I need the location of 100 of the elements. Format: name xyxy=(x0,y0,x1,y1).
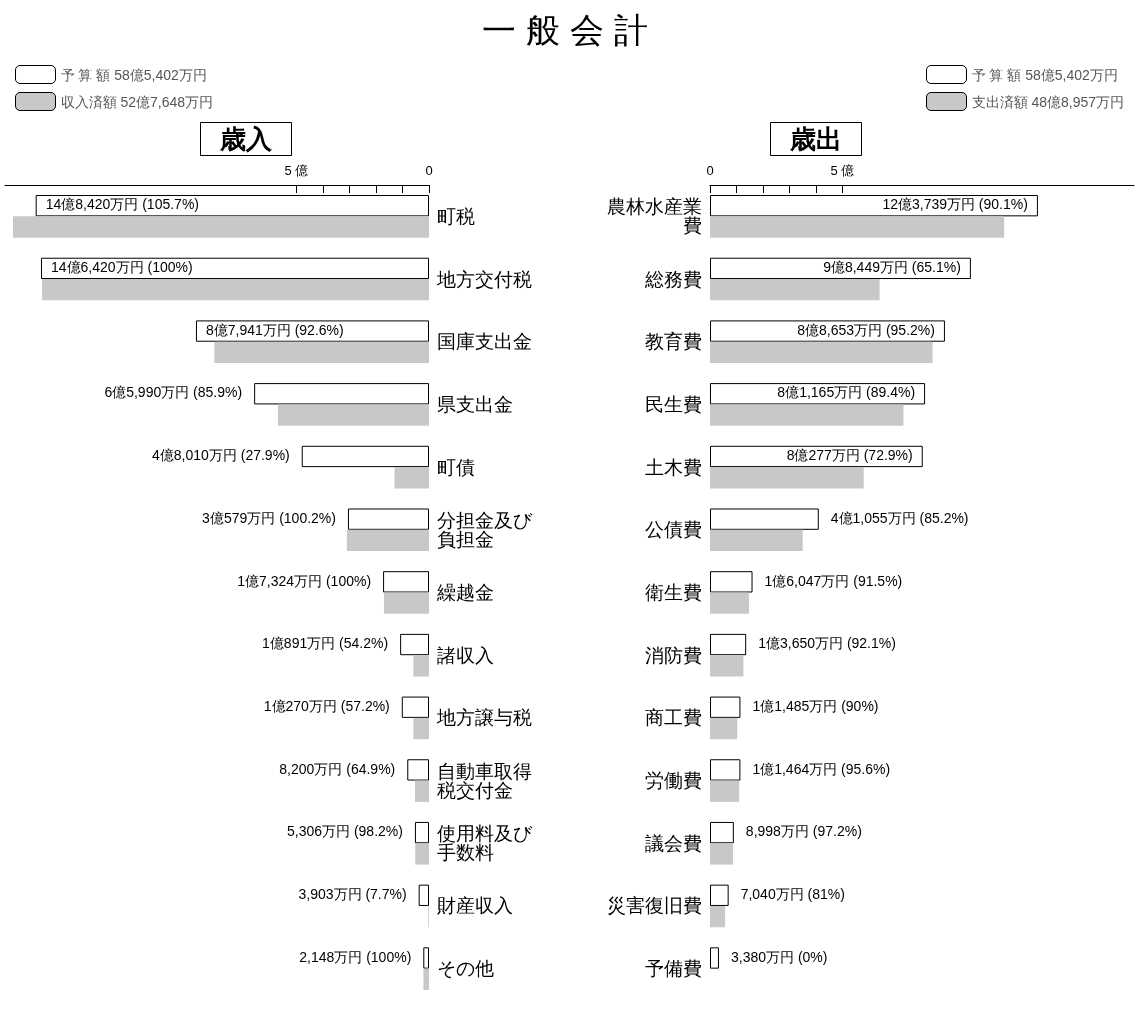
annotation: 14億8,420万円 (105.7%) xyxy=(45,196,199,213)
bar xyxy=(710,759,741,781)
annotation: 8億7,941万円 (92.6%) xyxy=(205,321,344,338)
y-tick-label: 衛生費 xyxy=(645,582,702,603)
y-tick-label: 民生費 xyxy=(645,393,702,415)
bar xyxy=(710,508,819,530)
bar xyxy=(12,216,429,238)
y-tick-label: 財産収入 xyxy=(437,895,513,917)
bar xyxy=(301,445,429,468)
annotation: 4億1,055万円 (85.2%) xyxy=(830,509,969,526)
bar xyxy=(710,529,803,552)
bar xyxy=(254,383,429,405)
annotation: 1億1,485万円 (90%) xyxy=(752,697,879,714)
bar xyxy=(277,404,429,426)
bar xyxy=(214,341,429,364)
bar xyxy=(347,508,429,530)
bar xyxy=(710,821,734,844)
chart-subtitle: 歳入 xyxy=(219,124,273,154)
bar xyxy=(415,843,429,865)
y-tick-label: 町税 xyxy=(437,205,475,227)
y-tick-label: 労働費 xyxy=(645,770,702,792)
bar xyxy=(383,592,429,614)
bar xyxy=(710,717,738,740)
annotation: 1億7,324万円 (100%) xyxy=(237,572,372,589)
x-tick-label: 0 xyxy=(706,163,714,178)
y-tick-label: 町債 xyxy=(437,456,475,478)
bar xyxy=(394,467,429,489)
bar xyxy=(710,780,740,802)
annotation: 8億8,653万円 (95.2%) xyxy=(797,321,935,338)
y-tick-label: 土木費 xyxy=(645,456,702,478)
annotation: 5,306万円 (98.2%) xyxy=(286,823,403,840)
annotation: 8億277万円 (72.9%) xyxy=(786,447,913,464)
y-tick-label: 総務費 xyxy=(644,268,702,290)
bar xyxy=(710,884,729,906)
y-tick-label: 商工費 xyxy=(645,707,702,729)
annotation: 6億5,990万円 (85.9%) xyxy=(104,384,243,401)
chart-subtitle: 歳出 xyxy=(789,124,842,154)
bar xyxy=(710,571,753,593)
y-tick-label: 災害復旧費 xyxy=(607,895,702,917)
annotation: 3億579万円 (100.2%) xyxy=(202,509,336,526)
annotation: 4億8,010万円 (27.9%) xyxy=(152,447,290,464)
x-tick-label: 5 億 xyxy=(830,163,855,178)
annotation: 1億891万円 (54.2%) xyxy=(262,635,389,652)
y-tick-label: 地方交付税 xyxy=(436,268,532,290)
x-tick-label: 0 xyxy=(425,163,433,178)
annotation: 1億1,464万円 (95.6%) xyxy=(752,760,891,777)
bar xyxy=(414,780,429,802)
annotation: 3,380万円 (0%) xyxy=(730,948,828,965)
y-tick-label: その他 xyxy=(437,958,494,980)
y-tick-label: 教育費 xyxy=(645,331,702,353)
y-tick-label: 議会費 xyxy=(645,832,702,854)
bar xyxy=(710,655,744,677)
y-tick-label: 予備費 xyxy=(645,958,702,980)
bar xyxy=(413,717,429,740)
y-tick-label: 分担金及び負担金 xyxy=(437,509,533,550)
annotation: 8,200万円 (64.9%) xyxy=(279,760,396,777)
y-tick-label: 県支出金 xyxy=(437,393,513,415)
bar xyxy=(710,633,747,656)
y-tick-label: 繰越金 xyxy=(436,582,494,603)
y-tick-label: 自動車取得税交付金 xyxy=(437,760,532,801)
bar xyxy=(400,633,429,656)
annotation: 2,148万円 (100%) xyxy=(299,948,412,965)
bar xyxy=(423,968,429,990)
bar xyxy=(401,696,429,718)
annotation: 8億1,165万円 (89.4%) xyxy=(777,384,916,401)
annotation: 12億3,739万円 (90.1%) xyxy=(882,196,1028,213)
bar xyxy=(710,843,734,865)
bar xyxy=(710,467,864,489)
annotation: 9億8,449万円 (65.1%) xyxy=(823,259,961,276)
legend-label: 予 算 額 58億5,402万円 xyxy=(60,66,207,83)
y-tick-label: 国庫支出金 xyxy=(437,331,532,353)
legend-label: 収入済額 52億7,648万円 xyxy=(60,93,213,110)
bar xyxy=(710,947,719,969)
y-tick-label: 消防費 xyxy=(645,644,702,666)
bar xyxy=(710,404,904,426)
y-tick-label: 使用料及び手数料 xyxy=(437,823,533,864)
bar xyxy=(413,655,429,677)
bar xyxy=(346,529,429,552)
annotation: 1億6,047万円 (91.5%) xyxy=(764,572,903,589)
legend-label: 予 算 額 58億5,402万円 xyxy=(971,66,1118,83)
annotation: 14億6,420万円 (100%) xyxy=(50,259,193,276)
x-tick-label: 5 億 xyxy=(284,163,309,178)
annotation: 8,998万円 (97.2%) xyxy=(745,823,862,840)
bar xyxy=(710,216,1005,238)
bar xyxy=(710,592,749,614)
annotation: 1億3,650万円 (92.1%) xyxy=(758,635,896,652)
y-tick-label: 諸収入 xyxy=(437,644,494,666)
y-tick-label: 地方譲与税 xyxy=(436,707,532,729)
annotation: 3,903万円 (7.7%) xyxy=(298,885,407,902)
bar xyxy=(418,884,429,906)
y-tick-label: 農林水産業費 xyxy=(607,196,702,237)
annotation: 7,040万円 (81%) xyxy=(740,885,845,902)
y-tick-label: 公債費 xyxy=(645,519,702,541)
bar xyxy=(710,696,741,718)
bar xyxy=(423,947,429,969)
annotation: 1億270万円 (57.2%) xyxy=(263,697,390,714)
bar xyxy=(710,279,880,301)
bar xyxy=(710,341,933,364)
bar xyxy=(42,279,429,301)
bar xyxy=(710,905,726,928)
